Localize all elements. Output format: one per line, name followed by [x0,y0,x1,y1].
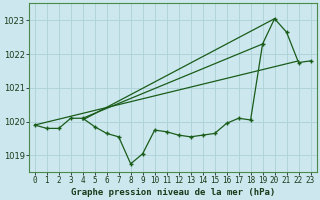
X-axis label: Graphe pression niveau de la mer (hPa): Graphe pression niveau de la mer (hPa) [70,188,275,197]
